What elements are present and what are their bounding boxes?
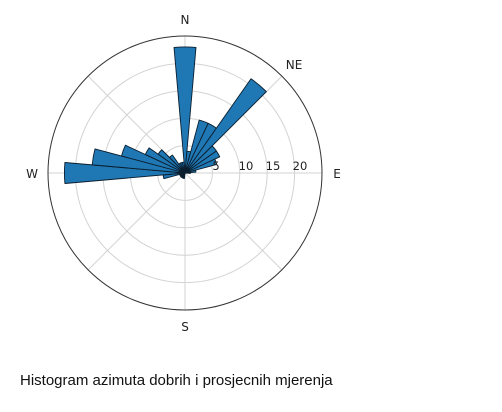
radial-tick-label-20: 20 — [293, 159, 308, 173]
chart-caption: Histogram azimuta dobrih i prosjecnih mj… — [20, 372, 333, 389]
grid-spoke-225 — [88, 173, 185, 270]
direction-label-w: W — [26, 167, 38, 181]
direction-label-ne: NE — [286, 58, 303, 72]
radial-tick-label-15: 15 — [266, 159, 281, 173]
radial-tick-label-10: 10 — [239, 159, 254, 173]
histogram-bar-90 — [185, 173, 190, 174]
direction-label-e: E — [333, 167, 341, 181]
direction-label-s: S — [181, 320, 189, 334]
radial-tick-label-5: 5 — [212, 159, 219, 173]
grid-spoke-135 — [185, 173, 282, 270]
direction-label-n: N — [181, 13, 190, 27]
